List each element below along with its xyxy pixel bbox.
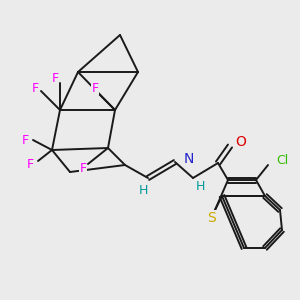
Text: O: O: [235, 135, 246, 149]
Text: F: F: [26, 158, 34, 172]
Text: F: F: [21, 134, 28, 146]
Text: N: N: [184, 152, 194, 166]
Text: F: F: [92, 82, 99, 94]
Text: H: H: [195, 179, 205, 193]
Text: Cl: Cl: [276, 154, 288, 167]
Text: S: S: [208, 211, 216, 225]
Text: F: F: [80, 161, 87, 175]
Text: F: F: [32, 82, 39, 94]
Text: H: H: [138, 184, 148, 197]
Text: F: F: [51, 71, 58, 85]
